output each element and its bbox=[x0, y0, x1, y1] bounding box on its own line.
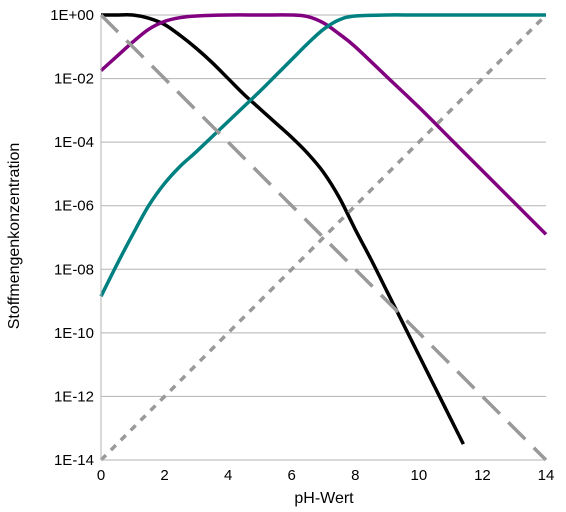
y-tick-label: 1E-14 bbox=[54, 452, 94, 469]
x-tick-label: 0 bbox=[97, 467, 105, 484]
series-black-line bbox=[101, 13, 465, 445]
x-tick-label: 8 bbox=[351, 467, 359, 484]
y-axis-label: Stoffmengenkonzentration bbox=[6, 143, 23, 330]
x-tick-label: 6 bbox=[288, 467, 296, 484]
x-axis-label: pH-Wert bbox=[294, 490, 354, 507]
y-tick-label: 1E-04 bbox=[54, 134, 94, 151]
grid-lines bbox=[101, 14, 546, 461]
series-teal-line bbox=[99, 13, 546, 298]
x-tick-label: 2 bbox=[160, 467, 168, 484]
x-tick-label: 10 bbox=[411, 467, 428, 484]
y-tick-label: 1E-08 bbox=[54, 261, 94, 278]
y-tick-label: 1E-02 bbox=[54, 71, 94, 88]
x-tick-label: 4 bbox=[224, 467, 232, 484]
series-gray-short-dash-line bbox=[99, 13, 548, 462]
y-tick-label: 1E-06 bbox=[54, 198, 94, 215]
axes bbox=[100, 15, 546, 461]
y-tick-label: 1E-10 bbox=[54, 325, 94, 342]
series-gray-long-dash-line bbox=[99, 13, 548, 462]
y-tick-label: 1E-12 bbox=[54, 388, 94, 405]
series-layer bbox=[99, 13, 548, 462]
tick-labels: 1E+00 1E-02 1E-04 1E-06 1E-08 1E-10 1E-12 1E-14… bbox=[50, 7, 554, 484]
y-tick-label: 1E+00 bbox=[50, 7, 94, 24]
series-purple-line bbox=[99, 13, 548, 236]
x-tick-label: 14 bbox=[538, 467, 555, 484]
x-tick-label: 12 bbox=[474, 467, 491, 484]
